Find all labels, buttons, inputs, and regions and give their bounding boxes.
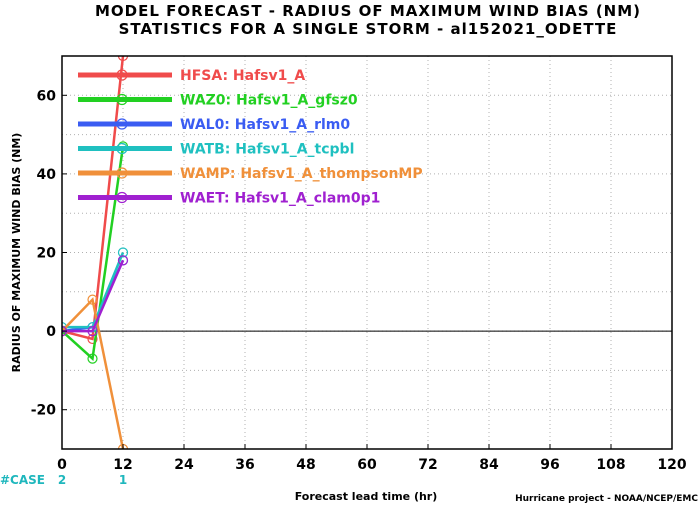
legend-item-hfsa: HFSA: Hafsv1_A (78, 68, 305, 84)
x-tick-label: 96 (540, 457, 559, 473)
data-point (87, 333, 98, 345)
legend-marker (116, 142, 128, 155)
grid-lines (62, 56, 672, 449)
y-axis-label: RADIUS OF MAXIMUM WIND BIAS (NM) (10, 133, 23, 373)
x-tick-labels: 0 12 24 36 48 60 72 84 96 108 120 (57, 444, 687, 473)
legend-marker (116, 93, 128, 106)
series-line (62, 252, 125, 329)
y-tick-label: 20 (37, 246, 57, 262)
legend-item-waet: WAET: Hafsv1_A_clam0p1 (78, 191, 380, 207)
series-layer (62, 56, 129, 449)
legend-label: HFSA: Hafsv1_A (180, 68, 305, 84)
series-wamp (62, 294, 129, 449)
y-tick-labels: -20 0 20 40 60 (31, 88, 67, 419)
legend-marker (116, 118, 128, 130)
x-tick-label: 12 (113, 457, 132, 473)
legend-item-waz0: WAZ0: Hafsv1_A_gfsz0 (78, 93, 358, 109)
x-tick-label: 120 (657, 457, 686, 473)
series-watb (62, 247, 129, 333)
x-tick-label: 0 (57, 457, 67, 473)
series-line (62, 146, 125, 362)
x-tick-label: 24 (174, 457, 194, 473)
legend-label: WATB: Hafsv1_A_tcpbl (180, 142, 354, 158)
legend-marker (116, 191, 128, 204)
x-tick-label: 60 (357, 457, 377, 473)
chart-subtitle: STATISTICS FOR A SINGLE STORM - al152021… (119, 20, 618, 38)
series-line (62, 297, 125, 449)
legend-label: WAET: Hafsv1_A_clam0p1 (180, 191, 380, 207)
legend-item-wal0: WAL0: Hafsv1_A_rlm0 (78, 117, 350, 133)
legend-label: WAL0: Hafsv1_A_rlm0 (180, 117, 350, 133)
x-tick-label: 108 (596, 457, 625, 473)
x-tick-label: 36 (235, 457, 254, 473)
y-tick-label: 60 (37, 88, 57, 104)
x-tick-label: 72 (418, 457, 437, 473)
data-point (87, 294, 98, 305)
y-tick-label: 0 (46, 324, 56, 340)
legend-label: WAZ0: Hafsv1_A_gfsz0 (180, 93, 358, 109)
legend: HFSA: Hafsv1_A WAZ0: Hafsv1_A_gfsz0 WAL0: … (78, 68, 423, 207)
legend-item-watb: WATB: Hafsv1_A_tcpbl (78, 142, 354, 158)
y-tick-label: 40 (37, 167, 57, 183)
data-point (117, 255, 129, 266)
x-tick-label: 84 (479, 457, 499, 473)
series-line (62, 259, 125, 333)
x-axis-label: Forecast lead time (hr) (295, 490, 438, 503)
case-count-label: #CASE (0, 473, 45, 487)
data-point (117, 56, 129, 62)
legend-label: WAMP: Hafsv1_A_thompsonMP (180, 166, 423, 182)
chart-title: MODEL FORECAST - RADIUS OF MAXIMUM WIND … (95, 2, 641, 20)
x-tick-label: 48 (296, 457, 315, 473)
case-count: 2 (58, 473, 66, 487)
legend-item-wamp: WAMP: Hafsv1_A_thompsonMP (78, 166, 423, 182)
legend-marker (116, 167, 128, 179)
case-count: 1 (119, 473, 127, 487)
legend-marker (116, 69, 128, 81)
data-point (117, 247, 129, 258)
footer-credit: Hurricane project - NOAA/NCEP/EMC (515, 494, 698, 504)
y-tick-label: -20 (31, 403, 57, 419)
data-point (87, 353, 98, 364)
data-point (87, 326, 98, 337)
